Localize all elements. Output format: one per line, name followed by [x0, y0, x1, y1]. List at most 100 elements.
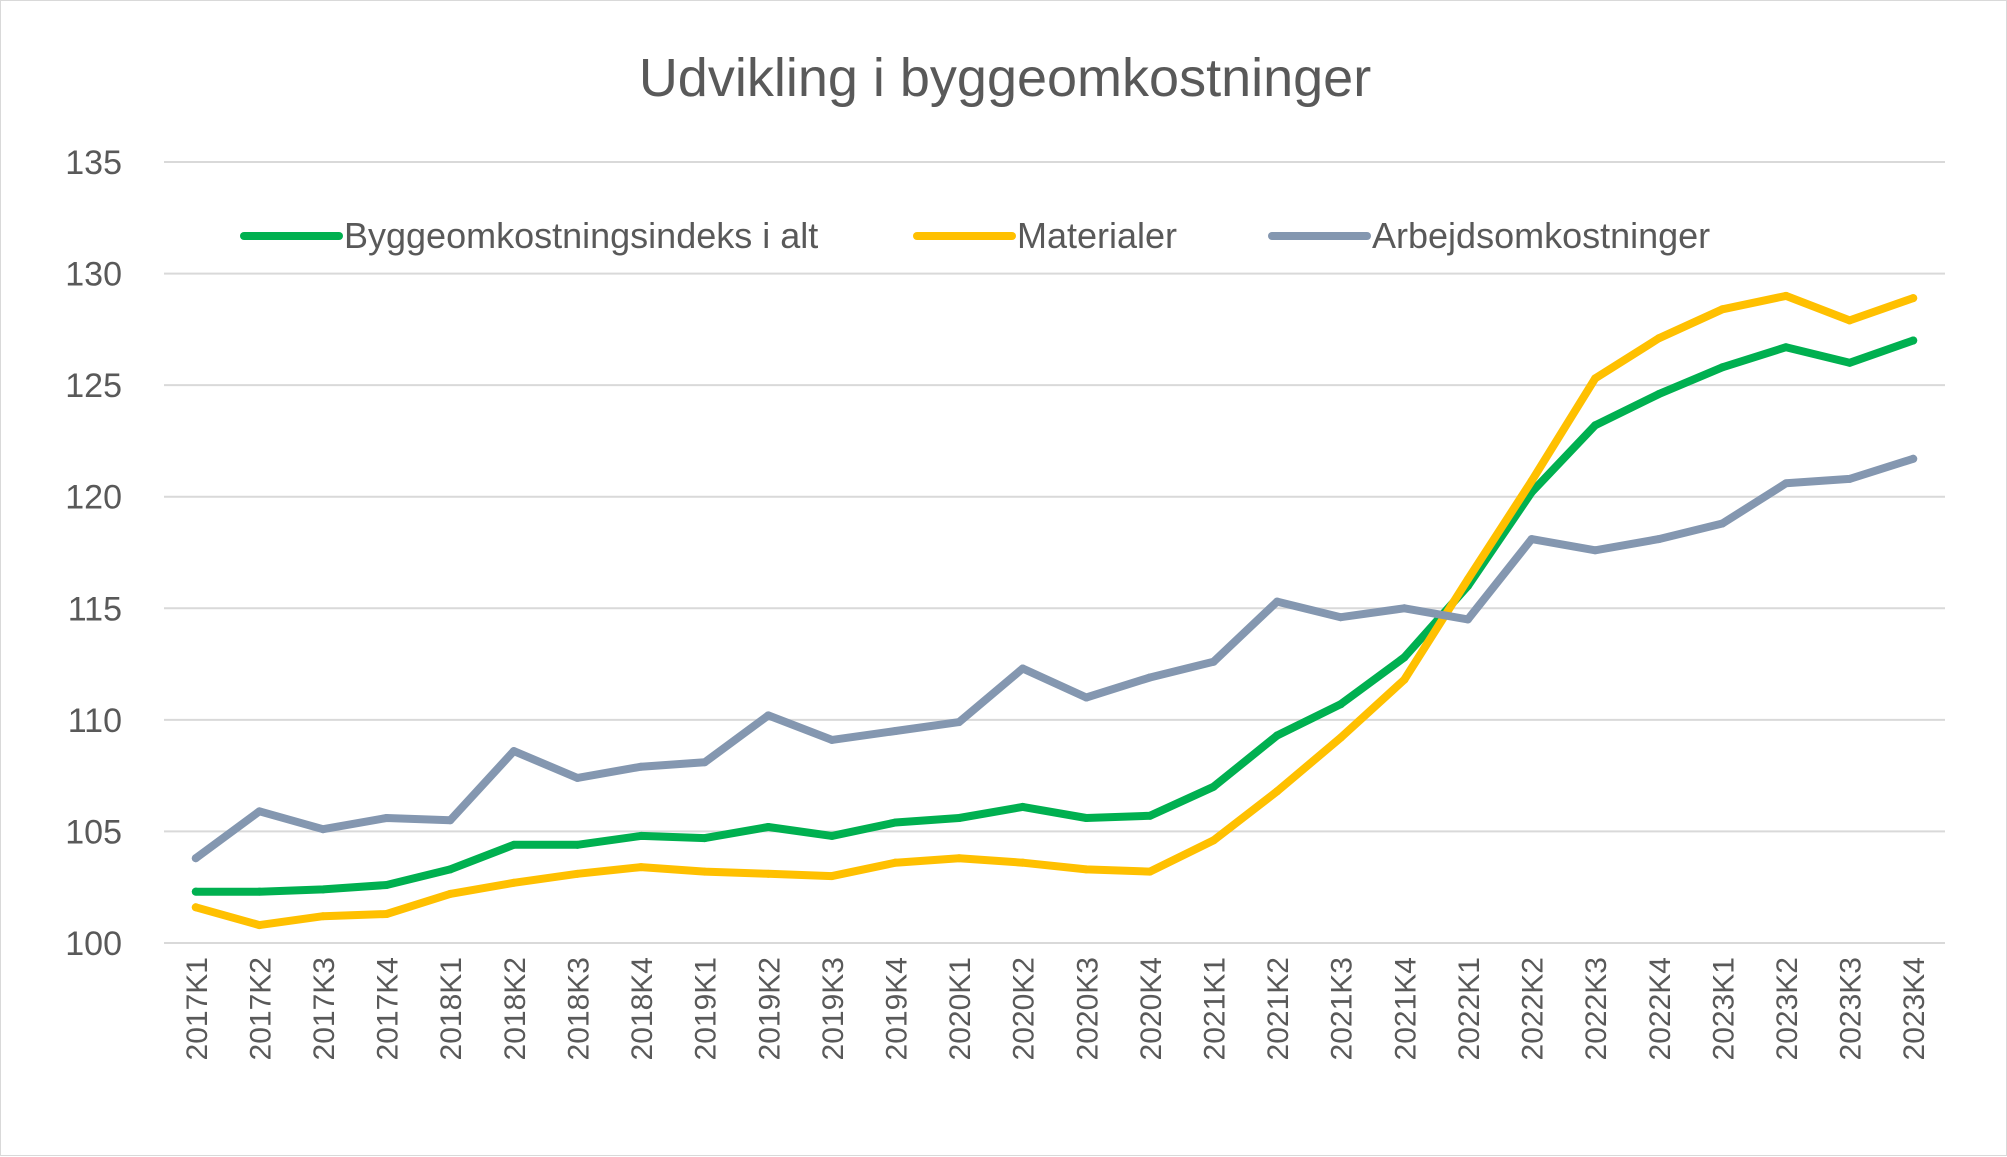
data-point	[1018, 664, 1027, 673]
data-point	[509, 878, 518, 887]
data-point	[764, 822, 773, 831]
data-point	[573, 773, 582, 782]
data-point	[955, 718, 964, 727]
data-point	[637, 863, 646, 872]
data-point	[1909, 294, 1918, 303]
data-point	[191, 854, 200, 863]
data-point	[1527, 535, 1536, 544]
data-point	[446, 816, 455, 825]
x-axis-ticks: 2017K1 2017K2 2017K3 2017K4 2018K1 2018K2 2018…	[181, 957, 1931, 1060]
x-tick-label: 2023K1	[1707, 957, 1740, 1060]
data-point	[1781, 479, 1790, 488]
y-tick-label: 125	[65, 367, 122, 405]
data-point	[700, 758, 709, 767]
data-point	[1845, 316, 1854, 325]
data-point	[1082, 814, 1091, 823]
data-point	[573, 869, 582, 878]
data-point	[1527, 477, 1536, 486]
data-point	[891, 858, 900, 867]
x-tick-label: 2018K2	[499, 957, 532, 1060]
data-point	[446, 889, 455, 898]
data-point	[1654, 390, 1663, 399]
x-tick-label: 2020K2	[1008, 957, 1041, 1060]
x-tick-label: 2018K4	[626, 957, 659, 1060]
data-point	[1018, 858, 1027, 867]
data-point	[382, 909, 391, 918]
x-tick-label: 2020K3	[1071, 957, 1104, 1060]
data-point	[637, 762, 646, 771]
x-tick-label: 2022K3	[1580, 957, 1613, 1060]
x-tick-label: 2020K4	[1135, 957, 1168, 1060]
x-tick-label: 2021K4	[1389, 957, 1422, 1060]
data-point	[1209, 657, 1218, 666]
data-point	[891, 727, 900, 736]
legend-label: Byggeomkostningsindeks i alt	[344, 215, 818, 256]
data-point	[319, 885, 328, 894]
data-point	[1273, 597, 1282, 606]
x-tick-label: 2017K4	[372, 957, 405, 1060]
gridlines	[164, 161, 1945, 944]
x-tick-label: 2021K2	[1262, 957, 1295, 1060]
data-point	[509, 840, 518, 849]
x-tick-label: 2017K1	[181, 957, 214, 1060]
data-point	[1082, 693, 1091, 702]
data-point	[700, 867, 709, 876]
data-point	[319, 912, 328, 921]
data-point	[637, 831, 646, 840]
data-point	[827, 735, 836, 744]
data-point	[1145, 811, 1154, 820]
x-tick-label: 2022K4	[1644, 957, 1677, 1060]
y-tick-label: 100	[65, 925, 122, 963]
legend-label: Arbejdsomkostninger	[1372, 215, 1710, 256]
y-tick-label: 105	[65, 813, 122, 851]
data-point	[382, 880, 391, 889]
series-line-1	[191, 336, 1918, 896]
data-point	[1463, 615, 1472, 624]
data-point	[1018, 802, 1027, 811]
y-tick-label: 135	[65, 144, 122, 182]
data-point	[700, 834, 709, 843]
data-point	[1400, 675, 1409, 684]
data-point	[1654, 334, 1663, 343]
data-point	[509, 747, 518, 756]
y-tick-label: 115	[68, 590, 122, 628]
x-tick-label: 2023K2	[1771, 957, 1804, 1060]
data-point	[255, 887, 264, 896]
data-point	[191, 887, 200, 896]
data-point	[191, 903, 200, 912]
data-point	[446, 865, 455, 874]
data-point	[1336, 613, 1345, 622]
data-point	[1082, 865, 1091, 874]
data-point	[1336, 700, 1345, 709]
data-point	[1273, 731, 1282, 740]
data-point	[1209, 782, 1218, 791]
data-point	[827, 831, 836, 840]
data-point	[1209, 836, 1218, 845]
x-tick-label: 2023K3	[1835, 957, 1868, 1060]
data-point	[1145, 673, 1154, 682]
data-point	[955, 814, 964, 823]
data-point	[1845, 358, 1854, 367]
data-point	[382, 814, 391, 823]
data-point	[827, 872, 836, 881]
x-tick-label: 2018K1	[435, 957, 468, 1060]
x-tick-label: 2019K3	[817, 957, 850, 1060]
data-point	[573, 840, 582, 849]
data-point	[1145, 867, 1154, 876]
legend: Byggeomkostningsindeks i alt Materialer Ar…	[240, 215, 1710, 256]
data-point	[1591, 374, 1600, 383]
x-tick-label: 2021K3	[1326, 957, 1359, 1060]
data-point	[1781, 291, 1790, 300]
data-point	[1591, 546, 1600, 555]
data-point	[1909, 454, 1918, 463]
data-point	[1336, 733, 1345, 742]
y-tick-label: 120	[65, 479, 122, 517]
data-point	[1781, 343, 1790, 352]
data-point	[764, 711, 773, 720]
y-tick-label: 110	[68, 702, 122, 740]
x-tick-label: 2020K1	[944, 957, 977, 1060]
data-point	[1463, 575, 1472, 584]
data-point	[764, 869, 773, 878]
